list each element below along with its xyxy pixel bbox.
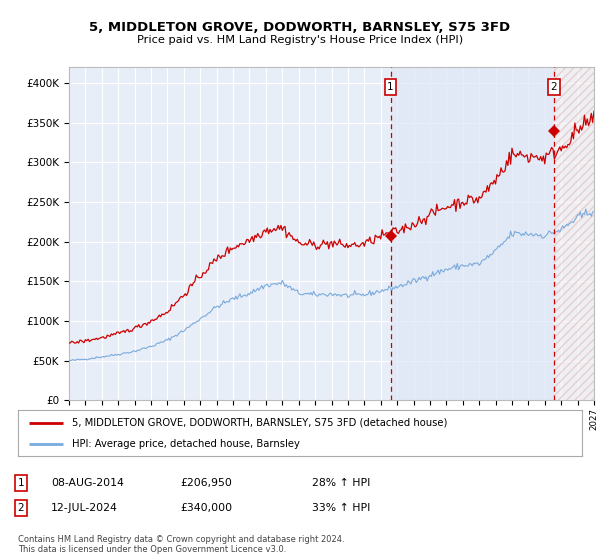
Text: £206,950: £206,950: [180, 478, 232, 488]
Text: £340,000: £340,000: [180, 503, 232, 513]
Text: Contains HM Land Registry data © Crown copyright and database right 2024.
This d: Contains HM Land Registry data © Crown c…: [18, 535, 344, 554]
Text: 08-AUG-2014: 08-AUG-2014: [51, 478, 124, 488]
Text: 2: 2: [17, 503, 25, 513]
Text: 5, MIDDLETON GROVE, DODWORTH, BARNSLEY, S75 3FD (detached house): 5, MIDDLETON GROVE, DODWORTH, BARNSLEY, …: [71, 418, 447, 428]
Text: HPI: Average price, detached house, Barnsley: HPI: Average price, detached house, Barn…: [71, 439, 299, 449]
Text: 28% ↑ HPI: 28% ↑ HPI: [312, 478, 370, 488]
Text: Price paid vs. HM Land Registry's House Price Index (HPI): Price paid vs. HM Land Registry's House …: [137, 35, 463, 45]
Text: 1: 1: [387, 82, 394, 92]
Text: 33% ↑ HPI: 33% ↑ HPI: [312, 503, 370, 513]
Text: 2: 2: [550, 82, 557, 92]
Bar: [391, 67, 554, 400]
Text: 5, MIDDLETON GROVE, DODWORTH, BARNSLEY, S75 3FD: 5, MIDDLETON GROVE, DODWORTH, BARNSLEY, …: [89, 21, 511, 34]
Text: 1: 1: [17, 478, 25, 488]
Text: 12-JUL-2024: 12-JUL-2024: [51, 503, 118, 513]
Bar: [554, 67, 594, 400]
